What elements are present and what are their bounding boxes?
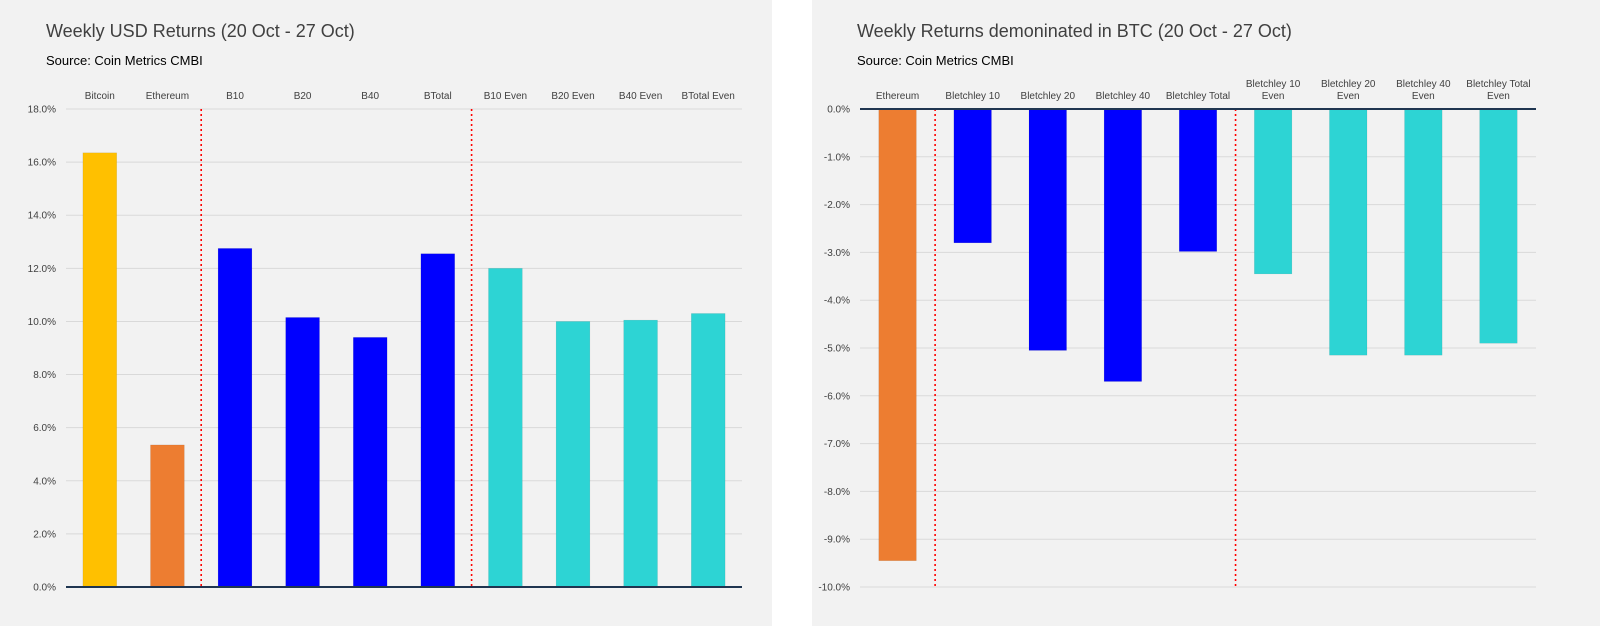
usd-returns-panel: Weekly USD Returns (20 Oct - 27 Oct) Sou… [0,0,772,626]
x-tick-label: Bitcoin [85,91,115,102]
chart-subtitle: Source: Coin Metrics CMBI [857,53,1014,68]
btc-returns-chart: 0.0% -1.0% -2.0% -3.0% -4.0% -5.0% -6.0% -7.0% -… [818,79,1536,594]
y-tick-label: 14.0% [28,211,56,222]
chart-subtitle: Source: Coin Metrics CMBI [46,53,203,68]
y-tick-label: -6.0% [824,391,850,402]
x-tick-label: B40 Even [619,91,662,102]
bar [150,444,185,588]
bar [555,321,591,588]
y-tick-label: 18.0% [28,105,56,116]
x-tick-label: Ethereum [146,91,189,102]
bar [1404,108,1443,356]
y-tick-label: 4.0% [33,476,56,487]
chart-title: Weekly Returns demoninated in BTC (20 Oc… [857,21,1292,41]
bar [1028,108,1067,351]
bar [82,152,117,588]
y-tick-label: -5.0% [824,344,850,355]
y-tick-label: -1.0% [824,152,850,163]
bar [1178,108,1218,252]
x-tick-label: Bletchley 40 Even [1396,79,1451,102]
x-tick-label: BTotal Even [682,91,735,102]
x-tick-label: B10 Even [484,91,527,102]
bar [1254,108,1293,275]
bar [1479,108,1518,344]
x-tick-label: B40 [361,91,379,102]
x-tick-label: Bletchley 10 Even [1246,79,1301,102]
y-tick-label: -8.0% [824,487,850,498]
y-tick-label: -10.0% [818,583,850,594]
y-tick-label: 0.0% [827,105,850,116]
bar [1329,108,1368,356]
y-tick-label: -9.0% [824,535,850,546]
usd-returns-chart: 0.0% 2.0% 4.0% 6.0% 8.0% 10.0% 12.0% 14.0% 16.0%… [28,91,742,594]
x-tick-label: Bletchley Total [1166,91,1230,102]
y-tick-label: -2.0% [824,200,850,211]
x-tick-label: Bletchley Total Even [1466,79,1530,102]
bar [623,319,658,588]
x-tick-label: B20 [294,91,312,102]
x-tick-label: Bletchley 10 [945,91,1000,102]
x-tick-label: BTotal [424,91,452,102]
bar [691,313,726,588]
x-tick-label: B10 [226,91,244,102]
btc-returns-panel: Weekly Returns demoninated in BTC (20 Oc… [812,0,1600,626]
y-tick-label: 0.0% [33,583,56,594]
y-tick-label: 2.0% [33,529,56,540]
y-tick-label: 6.0% [33,423,56,434]
chart-title: Weekly USD Returns (20 Oct - 27 Oct) [46,21,355,41]
x-tick-label: Bletchley 40 [1096,91,1151,102]
y-tick-label: 16.0% [28,158,56,169]
bar [353,337,388,588]
bar [878,108,917,561]
bar [953,108,992,244]
bar [217,248,253,588]
bar [1103,108,1142,382]
y-tick-label: -4.0% [824,296,850,307]
x-tick-label: Ethereum [876,91,919,102]
y-tick-label: 12.0% [28,264,56,275]
y-tick-label: 8.0% [33,370,56,381]
x-tick-label: Bletchley 20 [1021,91,1076,102]
bar [420,253,455,588]
bar [285,317,320,588]
bar [488,268,523,588]
y-tick-label: -7.0% [824,439,850,450]
x-tick-label: Bletchley 20 Even [1321,79,1376,102]
x-tick-label: B20 Even [551,91,594,102]
y-tick-label: 10.0% [28,317,56,328]
y-tick-label: -3.0% [824,248,850,259]
